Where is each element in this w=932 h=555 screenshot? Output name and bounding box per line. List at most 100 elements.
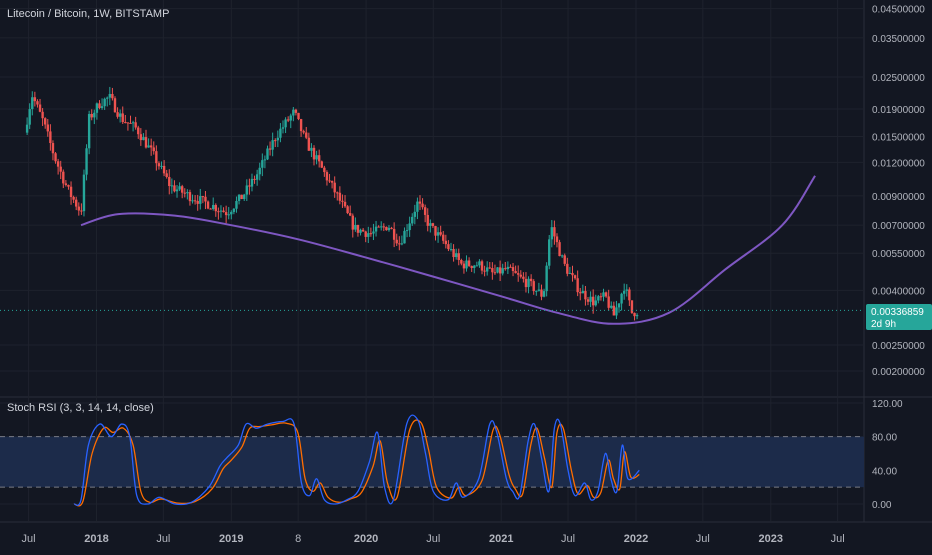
candle-body[interactable]	[271, 140, 274, 150]
candle-body[interactable]	[255, 174, 259, 180]
candle-body[interactable]	[152, 147, 155, 152]
candle-body[interactable]	[351, 215, 354, 230]
candle-body[interactable]	[377, 226, 380, 228]
candle-body[interactable]	[529, 278, 533, 282]
candle-body[interactable]	[54, 153, 57, 162]
candle-body[interactable]	[532, 281, 535, 292]
candle-body[interactable]	[589, 296, 592, 302]
candle-body[interactable]	[408, 223, 411, 231]
candle-body[interactable]	[165, 173, 168, 177]
indicator-title[interactable]: Stoch RSI (3, 3, 14, 14, close)	[7, 402, 154, 414]
candle-body[interactable]	[380, 226, 383, 228]
candle-body[interactable]	[317, 155, 321, 162]
candle-body[interactable]	[193, 200, 197, 202]
stoch-rsi-d-line[interactable]	[73, 419, 640, 507]
candle-body[interactable]	[411, 216, 414, 224]
candle-body[interactable]	[118, 113, 122, 117]
candle-body[interactable]	[217, 211, 220, 213]
candle-body[interactable]	[175, 189, 179, 192]
candle-body[interactable]	[214, 204, 217, 212]
candle-body[interactable]	[400, 243, 404, 245]
candle-body[interactable]	[478, 261, 481, 266]
candle-body[interactable]	[170, 185, 174, 187]
candle-body[interactable]	[434, 226, 437, 236]
candle-body[interactable]	[294, 109, 298, 113]
candle-body[interactable]	[361, 229, 365, 232]
candle-body[interactable]	[142, 137, 145, 141]
candle-body[interactable]	[602, 292, 605, 297]
candle-body[interactable]	[548, 239, 551, 266]
candle-body[interactable]	[191, 200, 194, 202]
candle-body[interactable]	[537, 289, 541, 291]
candle-body[interactable]	[299, 119, 303, 132]
candle-body[interactable]	[276, 137, 280, 141]
candle-body[interactable]	[266, 148, 269, 160]
candle-body[interactable]	[553, 227, 556, 237]
candle-body[interactable]	[281, 127, 285, 129]
candle-body[interactable]	[392, 228, 396, 240]
candle-body[interactable]	[498, 267, 502, 274]
candle-body[interactable]	[372, 231, 375, 234]
candle-body[interactable]	[330, 180, 334, 183]
candle-body[interactable]	[439, 232, 442, 235]
candle-body[interactable]	[64, 183, 68, 185]
candle-body[interactable]	[563, 255, 566, 264]
candle-body[interactable]	[483, 270, 486, 272]
candle-body[interactable]	[545, 265, 548, 292]
candle-body[interactable]	[188, 192, 192, 202]
candle-body[interactable]	[235, 200, 238, 209]
candle-body[interactable]	[33, 97, 37, 102]
candle-body[interactable]	[460, 259, 463, 264]
candle-body[interactable]	[506, 266, 510, 270]
candle-body[interactable]	[576, 278, 579, 293]
candle-body[interactable]	[100, 106, 104, 109]
candle-body[interactable]	[630, 300, 634, 313]
candle-body[interactable]	[594, 300, 597, 306]
candle-body[interactable]	[155, 151, 158, 164]
candle-body[interactable]	[279, 128, 282, 138]
candle-body[interactable]	[126, 122, 130, 124]
candle-body[interactable]	[56, 161, 60, 167]
candle-body[interactable]	[635, 315, 639, 317]
candle-body[interactable]	[106, 97, 109, 99]
candle-body[interactable]	[312, 147, 316, 160]
candle-body[interactable]	[442, 234, 445, 241]
candle-body[interactable]	[261, 160, 264, 168]
candle-body[interactable]	[90, 114, 93, 118]
candle-body[interactable]	[403, 230, 406, 244]
candle-body[interactable]	[286, 119, 290, 121]
candle-body[interactable]	[341, 200, 344, 202]
candle-body[interactable]	[232, 208, 236, 212]
candle-body[interactable]	[452, 249, 455, 258]
candle-body[interactable]	[168, 176, 171, 186]
candle-body[interactable]	[124, 122, 127, 124]
candle-body[interactable]	[149, 145, 153, 148]
candle-body[interactable]	[336, 192, 339, 194]
candle-body[interactable]	[199, 196, 202, 204]
candle-body[interactable]	[480, 261, 484, 271]
candle-body[interactable]	[95, 103, 99, 113]
candle-body[interactable]	[622, 290, 626, 294]
stoch-rsi-k-line[interactable]	[73, 414, 640, 506]
candle-body[interactable]	[147, 145, 150, 148]
candle-body[interactable]	[369, 233, 373, 235]
candle-body[interactable]	[542, 291, 546, 297]
candle-body[interactable]	[560, 255, 564, 257]
candle-body[interactable]	[315, 155, 318, 160]
candle-body[interactable]	[85, 148, 88, 175]
candle-body[interactable]	[597, 296, 600, 301]
candle-body[interactable]	[219, 210, 223, 212]
candle-body[interactable]	[111, 93, 114, 99]
candle-body[interactable]	[496, 267, 499, 273]
candle-body[interactable]	[325, 172, 329, 181]
candle-body[interactable]	[625, 289, 628, 291]
candle-body[interactable]	[416, 201, 419, 212]
candle-body[interactable]	[253, 178, 256, 180]
candle-body[interactable]	[346, 206, 349, 214]
candle-body[interactable]	[201, 196, 205, 198]
candle-body[interactable]	[274, 140, 277, 142]
candle-body[interactable]	[429, 223, 432, 226]
candle-body[interactable]	[550, 227, 554, 240]
candle-body[interactable]	[196, 201, 199, 204]
